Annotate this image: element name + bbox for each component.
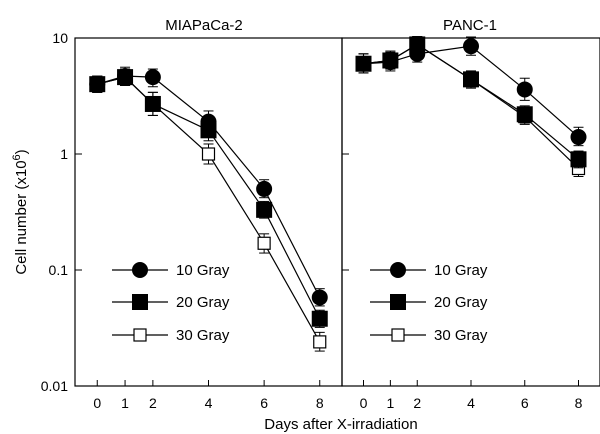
legend-miapaca2: 10 Gray 20 Gray 30 Gray bbox=[112, 262, 230, 344]
data-point bbox=[570, 151, 587, 168]
data-point bbox=[516, 106, 533, 123]
legend-marker bbox=[390, 262, 406, 278]
data-point bbox=[117, 68, 134, 85]
data-point bbox=[256, 180, 273, 197]
panel-1-series bbox=[355, 36, 587, 177]
data-point bbox=[516, 81, 533, 98]
x-tick-label: 2 bbox=[149, 395, 157, 411]
y-axis-label: Cell number (x106) bbox=[11, 149, 30, 274]
legend-marker bbox=[133, 328, 147, 342]
legend-marker bbox=[390, 294, 406, 310]
data-point bbox=[200, 113, 217, 130]
panel-0-series bbox=[89, 66, 328, 352]
x-tick-label: 2 bbox=[413, 395, 421, 411]
legend-label: 10 Gray bbox=[434, 262, 488, 279]
legend-panc1: 10 Gray 20 Gray 30 Gray bbox=[370, 262, 488, 344]
data-point bbox=[355, 55, 372, 72]
data-series bbox=[89, 36, 587, 352]
data-point bbox=[463, 38, 479, 55]
legend-marker bbox=[391, 328, 405, 342]
x-tick-label: 0 bbox=[360, 395, 368, 411]
panel-title-panc1: PANC-1 bbox=[443, 17, 497, 34]
data-point bbox=[313, 335, 327, 349]
data-point bbox=[256, 201, 273, 218]
legend-label: 20 Gray bbox=[434, 294, 488, 311]
y-tick-label: 10 bbox=[52, 30, 68, 46]
data-point bbox=[311, 289, 328, 306]
y-tick-label: 0.1 bbox=[49, 262, 69, 278]
legend-marker bbox=[132, 294, 148, 310]
data-point bbox=[89, 76, 106, 93]
data-point bbox=[463, 71, 479, 88]
legend-label: 20 Gray bbox=[176, 294, 230, 311]
x-tick-label: 1 bbox=[121, 395, 129, 411]
x-tick-label: 8 bbox=[575, 395, 583, 411]
legend-label: 10 Gray bbox=[176, 262, 230, 279]
x-tick-label: 0 bbox=[93, 395, 101, 411]
data-point bbox=[311, 310, 328, 327]
data-point bbox=[201, 147, 216, 161]
x-tick-label: 4 bbox=[205, 395, 213, 411]
x-tick-label: 4 bbox=[467, 395, 475, 411]
x-tick-label: 8 bbox=[316, 395, 324, 411]
legend-marker bbox=[132, 262, 148, 278]
data-point bbox=[382, 54, 399, 71]
y-tick-label: 0.01 bbox=[41, 378, 68, 394]
data-point bbox=[257, 236, 271, 250]
x-tick-label: 6 bbox=[521, 395, 529, 411]
data-point bbox=[144, 69, 161, 86]
data-point bbox=[409, 45, 426, 62]
x-tick-label: 1 bbox=[386, 395, 394, 411]
legend-label: 30 Gray bbox=[434, 327, 488, 344]
x-tick-label: 6 bbox=[260, 395, 268, 411]
x-axis-label: Days after X-irradiation bbox=[264, 416, 417, 433]
data-point bbox=[570, 129, 587, 146]
panel-title-miapaca2: MIAPaCa-2 bbox=[165, 17, 243, 34]
y-tick-label: 1 bbox=[60, 146, 68, 162]
axis-ticks: 10 1 0.1 0.01 0 1 2 4 6 8 0 1 2 4 6 8 bbox=[41, 30, 583, 411]
legend-label: 30 Gray bbox=[176, 327, 230, 344]
data-point bbox=[144, 95, 161, 112]
